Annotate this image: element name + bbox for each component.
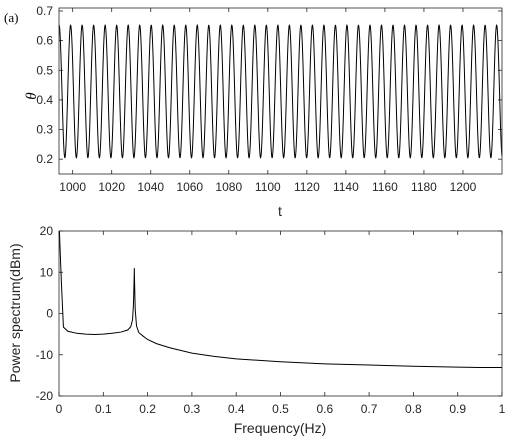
power-spectrum-y-tick-label: 10 bbox=[40, 265, 54, 279]
theta-x-tick-label: 1180 bbox=[411, 180, 437, 194]
theta-y-tick-label: 0.6 bbox=[36, 34, 53, 48]
theta-x-tick-label: 1160 bbox=[372, 180, 398, 194]
theta-x-tick-label: 1080 bbox=[215, 180, 242, 194]
theta-x-tick-label: 1020 bbox=[98, 180, 125, 194]
power-spectrum-plot-frame bbox=[58, 230, 503, 397]
power-spectrum-y-axis-label: Power spectrum(dBm) bbox=[7, 243, 23, 382]
theta-x-tick-label: 1040 bbox=[137, 180, 164, 194]
power-spectrum-x-tick-label: 0.7 bbox=[361, 402, 378, 416]
theta-x-tick-label: 1120 bbox=[294, 180, 320, 194]
power-spectrum-y-tick-label: 20 bbox=[40, 224, 54, 238]
power-spectrum-x-tick-label: 0 bbox=[56, 402, 63, 416]
power-spectrum-x-tick-label: 0.8 bbox=[405, 402, 422, 416]
power-spectrum-series-line bbox=[58, 230, 502, 369]
power-spectrum-y-tick-label: -10 bbox=[36, 348, 54, 362]
theta-x-tick-label: 1200 bbox=[450, 180, 477, 194]
theta-x-tick-label: 1000 bbox=[59, 180, 86, 194]
power-spectrum-x-tick-label: 0.4 bbox=[228, 402, 245, 416]
power-spectrum-y-tick-label: 0 bbox=[46, 307, 53, 321]
theta-x-axis-label: t bbox=[278, 203, 282, 219]
theta-series-line bbox=[58, 24, 503, 159]
theta-y-tick-label: 0.4 bbox=[36, 93, 53, 107]
power-spectrum-x-tick-label: 0.1 bbox=[95, 402, 112, 416]
power-spectrum-x-tick-label: 1 bbox=[499, 402, 506, 416]
power-spectrum-x-tick-label: 0.2 bbox=[139, 402, 156, 416]
theta-x-tick-label: 1060 bbox=[176, 180, 203, 194]
power-spectrum-y-tick-label: -20 bbox=[36, 389, 54, 403]
theta-y-tick-label: 0.2 bbox=[36, 152, 53, 166]
power-spectrum-x-tick-label: 0.9 bbox=[449, 402, 466, 416]
power-spectrum-x-tick-label: 0.3 bbox=[184, 402, 201, 416]
theta-x-tick-label: 1140 bbox=[333, 180, 359, 194]
theta-x-tick-label: 1100 bbox=[255, 180, 281, 194]
power-spectrum-chart: 0 0.1 0.2 0.3 0.4 0.5 0.6 0.7 0.8 0.9 1 -20 -10 0 10 20… bbox=[7, 224, 506, 436]
theta-plot-frame bbox=[58, 7, 503, 175]
power-spectrum-x-axis-label: Frequency(Hz) bbox=[234, 420, 327, 436]
theta-time-chart: 1000 1020 1040 1060 1080 1100 1120 1140 1160 1180… bbox=[24, 4, 503, 219]
theta-y-axis-label: θ bbox=[24, 92, 40, 100]
theta-y-tick-label: 0.5 bbox=[36, 63, 53, 77]
power-spectrum-x-tick-label: 0.6 bbox=[316, 402, 333, 416]
theta-y-tick-label: 0.7 bbox=[36, 4, 53, 18]
power-spectrum-x-tick-label: 0.5 bbox=[272, 402, 289, 416]
panel-label: (a) bbox=[4, 10, 18, 25]
theta-y-tick-label: 0.3 bbox=[36, 123, 53, 137]
